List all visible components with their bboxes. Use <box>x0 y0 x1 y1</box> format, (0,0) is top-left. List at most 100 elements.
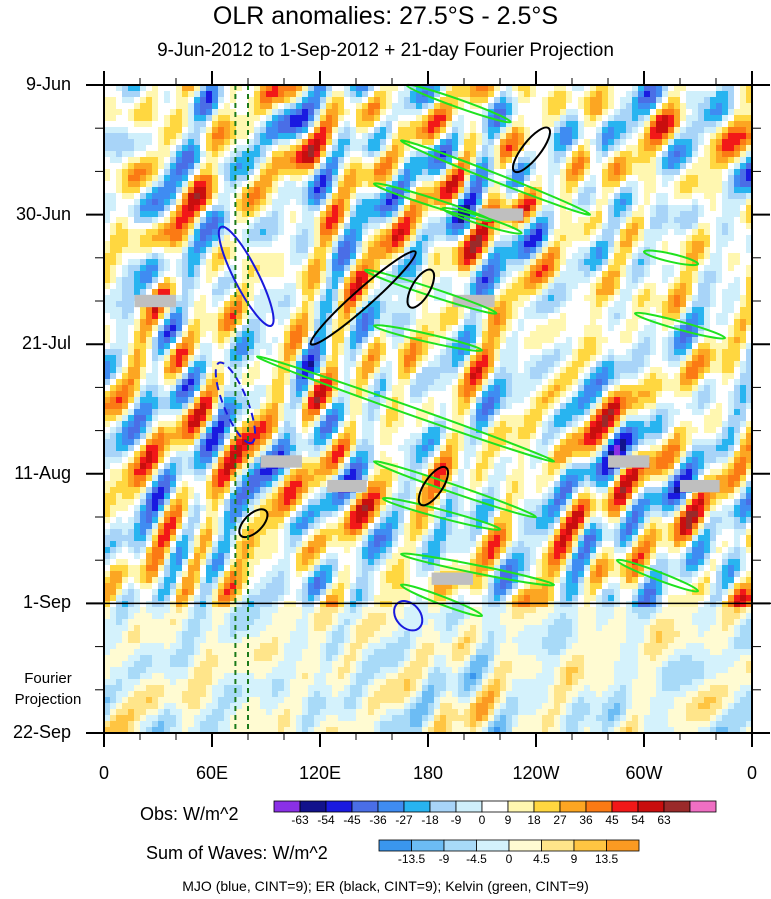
colorbar-swatch <box>585 800 613 813</box>
obs-colorbar-tick: -63 <box>291 813 309 827</box>
er-contour <box>309 250 417 346</box>
colorbar-swatch <box>403 800 431 813</box>
kelvin-contour <box>633 311 727 340</box>
kelvin-contour <box>372 182 493 223</box>
waves-colorbar-title: Sum of Waves: W/m^2 <box>146 843 328 863</box>
projection-label: Fourier Projection <box>14 670 82 708</box>
er-contour <box>512 126 551 174</box>
mjo-contour <box>214 361 257 445</box>
missing-patch <box>608 455 650 468</box>
chart-title: OLR anomalies: 27.5°S - 2.5°S <box>212 2 559 30</box>
colorbar-swatch <box>273 800 301 813</box>
x-tick-label: 120E <box>298 763 342 783</box>
colorbar-swatch <box>689 800 717 813</box>
kelvin-contour <box>381 497 502 531</box>
y-tick-label: 1-Sep <box>22 592 71 613</box>
waves-colorbar-tick: 9 <box>570 852 578 866</box>
obs-colorbar <box>273 800 717 813</box>
kelvin-contour <box>441 206 523 235</box>
colorbar-swatch <box>559 800 587 813</box>
chart-subtitle: 9-Jun-2012 to 1-Sep-2012 + 21-day Fourie… <box>157 40 614 61</box>
missing-data-patches <box>134 208 720 585</box>
missing-patch <box>327 479 367 493</box>
colorbar-swatch <box>611 800 639 813</box>
reference-lines <box>234 85 249 733</box>
colorbar-swatch <box>411 839 445 852</box>
colorbar-swatch <box>351 800 379 813</box>
colorbar-swatch <box>377 800 405 813</box>
kelvin-contour <box>642 249 700 267</box>
obs-colorbar-tick: 63 <box>657 813 671 827</box>
obs-colorbar-tick: -54 <box>317 813 335 827</box>
obs-colorbar-title: Obs: W/m^2 <box>140 804 239 824</box>
colorbar-swatch <box>541 839 575 852</box>
x-tick-label: 60E <box>195 763 229 783</box>
axis-ticks <box>86 71 770 747</box>
waves-colorbar-tick: -13.5 <box>397 852 426 866</box>
missing-patch <box>680 479 720 493</box>
colorbar-swatch <box>606 839 640 852</box>
er-contour <box>417 465 450 507</box>
colorbar-swatch <box>299 800 327 813</box>
obs-colorbar-tick: -36 <box>369 813 387 827</box>
colorbar-swatch <box>378 839 412 852</box>
kelvin-contour <box>615 558 700 593</box>
colorbar-swatch <box>637 800 665 813</box>
y-tick-label: 9-Jun <box>25 74 71 94</box>
y-tick-label: 22-Sep <box>12 722 71 742</box>
waves-colorbar <box>378 839 640 852</box>
x-tick-label: 0 <box>98 763 110 783</box>
waves-colorbar-tick: 0 <box>505 852 513 866</box>
obs-colorbar-tick: -9 <box>450 813 462 827</box>
obs-colorbar-tick: 0 <box>478 813 486 827</box>
obs-colorbar-tick: -27 <box>395 813 413 827</box>
colorbar-swatch <box>481 800 509 813</box>
mjo-contours <box>214 225 424 632</box>
waves-colorbar-tick: 13.5 <box>594 852 619 866</box>
kelvin-contour <box>372 324 484 352</box>
x-tick-label: 120W <box>512 763 560 783</box>
olr-anomaly-field <box>104 85 753 734</box>
colorbar-swatch <box>573 839 607 852</box>
obs-colorbar-tick: 54 <box>631 813 645 827</box>
obs-colorbar-tick: 36 <box>579 813 593 827</box>
missing-patch <box>134 294 176 308</box>
y-tick-label: 21-Jul <box>21 333 71 354</box>
waves-colorbar-tick: -9 <box>438 852 450 866</box>
colorbar-swatch <box>443 839 477 852</box>
er-contour <box>406 268 436 309</box>
mjo-contour <box>217 225 275 327</box>
missing-patch <box>260 455 302 468</box>
kelvin-contours <box>255 83 727 618</box>
colorbar-swatch <box>476 839 510 852</box>
er-contour <box>238 508 269 539</box>
obs-colorbar-tick: 27 <box>553 813 567 827</box>
colorbar-swatch <box>508 839 542 852</box>
kelvin-contour <box>255 355 556 463</box>
colorbar-swatch <box>429 800 457 813</box>
y-tick-label: 30-Jun <box>15 203 71 224</box>
colorbar-swatch <box>663 800 691 813</box>
kelvin-contour <box>372 460 538 519</box>
obs-colorbar-tick: 9 <box>504 813 512 827</box>
obs-colorbar-tick: -45 <box>343 813 361 827</box>
er-contours <box>238 126 551 539</box>
waves-colorbar-tick: 4.5 <box>533 852 550 866</box>
kelvin-contour <box>399 139 592 216</box>
contour-legend-footnote: MJO (blue, CINT=9); ER (black, CINT=9); … <box>182 878 589 894</box>
colorbar-swatch <box>507 800 535 813</box>
colorbar-swatch <box>533 800 561 813</box>
missing-patch <box>431 572 473 585</box>
y-tick-label: 11-Aug <box>14 462 71 483</box>
x-tick-label: 60W <box>625 763 663 783</box>
obs-colorbar-tick: 18 <box>527 813 541 827</box>
colorbar-swatch <box>455 800 483 813</box>
waves-colorbar-tick: -4.5 <box>466 852 487 866</box>
obs-colorbar-tick: -18 <box>421 813 439 827</box>
x-tick-label: 0 <box>746 763 758 783</box>
x-tick-label: 180 <box>412 763 444 783</box>
obs-colorbar-tick: 45 <box>605 813 619 827</box>
colorbar-swatch <box>325 800 353 813</box>
missing-patch <box>478 208 524 221</box>
